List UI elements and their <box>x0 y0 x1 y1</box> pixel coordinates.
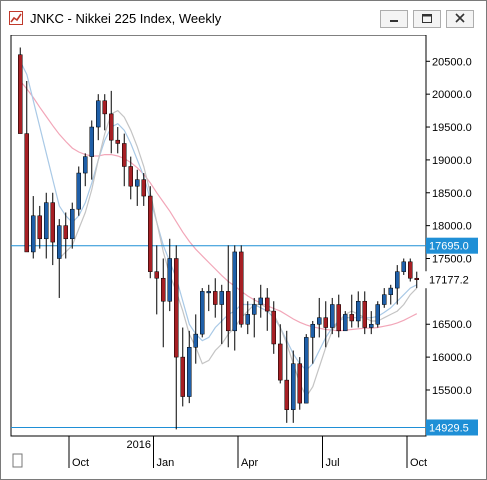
y-tick-label: 17500.0 <box>432 254 472 266</box>
scroll-handle[interactable] <box>12 453 23 468</box>
y-tick-label: 16500.0 <box>432 319 472 331</box>
y-tick-label: 19000.0 <box>432 155 472 167</box>
candle-body <box>148 195 153 272</box>
title-bar[interactable]: JNKC - Nikkei 225 Index, Weekly <box>1 1 486 35</box>
restore-icon <box>422 14 432 23</box>
candle-body <box>193 333 198 348</box>
candle-body <box>330 304 335 328</box>
candle-body <box>180 356 185 397</box>
x-tick-label: Jul <box>326 457 340 469</box>
y-tick-label: 18500.0 <box>432 188 472 200</box>
candle-body <box>109 113 114 141</box>
x-tick-label: Jan <box>157 457 175 469</box>
maximize-button[interactable] <box>413 10 441 28</box>
candle-body <box>115 139 120 144</box>
candle-body <box>128 166 133 187</box>
candle-body <box>291 363 296 410</box>
candle-body <box>18 54 23 134</box>
candle-body <box>57 225 62 259</box>
candle-body <box>284 379 289 410</box>
close-button[interactable] <box>446 10 474 28</box>
year-label: 2016 <box>127 439 151 451</box>
y-tick-label: 20000.0 <box>432 89 472 101</box>
x-tick-label: Apr <box>241 457 258 469</box>
candle-body <box>343 314 348 332</box>
candle-body <box>102 100 107 115</box>
hline-price-tag <box>426 419 478 436</box>
candle-body <box>141 179 146 197</box>
candle-body <box>323 317 328 328</box>
candle-body <box>258 297 263 305</box>
moving-average-line <box>19 80 418 332</box>
candle-body <box>245 314 250 325</box>
app-icon <box>9 11 23 25</box>
candle-body <box>408 261 413 279</box>
candle-body <box>89 126 94 157</box>
x-tick-label: Oct <box>410 457 427 469</box>
candle-body <box>356 300 361 322</box>
candle-body <box>122 143 127 167</box>
candle-body <box>44 202 49 240</box>
y-tick-label: 15500.0 <box>432 385 472 397</box>
candle-body <box>24 133 29 253</box>
candle-body <box>271 310 276 345</box>
close-icon <box>455 13 465 23</box>
hline-price-tag <box>426 237 478 254</box>
candle-body <box>369 323 374 328</box>
candle-body <box>187 347 192 397</box>
minimize-icon <box>390 20 398 22</box>
candle-body <box>388 287 393 295</box>
price-chart[interactable]: 20500.0 20000.0 19500.0 19000.0 18500.0 18000… <box>9 35 480 471</box>
candle-body <box>310 323 315 338</box>
candle-body <box>31 215 36 253</box>
candle-body <box>375 304 380 325</box>
candle-body <box>154 271 159 279</box>
candle-body <box>200 291 205 335</box>
candle-body <box>167 258 172 302</box>
last-price-tag <box>425 271 479 289</box>
x-tick-label: Oct <box>72 457 89 469</box>
hline-price-label: 14929.5 <box>429 422 469 434</box>
candle-body <box>317 317 322 325</box>
candle-body <box>395 271 400 289</box>
candle-body <box>135 179 140 187</box>
candle-body <box>349 314 354 322</box>
y-tick-label: 16000.0 <box>432 352 472 364</box>
candle-body <box>96 100 101 128</box>
candle-body <box>239 251 244 325</box>
hline-price-label: 17695.0 <box>429 241 469 253</box>
candle-body <box>174 258 179 358</box>
y-tick-label: 19500.0 <box>432 122 472 134</box>
candle-body <box>336 304 341 332</box>
last-price-label: 17177.2 <box>429 275 469 287</box>
candle-body <box>50 202 55 243</box>
candle-body <box>278 343 283 381</box>
candle-body <box>63 225 68 240</box>
candle-body <box>382 294 387 305</box>
candle-body <box>252 304 257 315</box>
candle-body <box>70 208 75 240</box>
candle-body <box>414 277 419 280</box>
y-tick-label: 20500.0 <box>432 56 472 68</box>
candle-body <box>226 291 231 332</box>
candle-body <box>76 172 81 210</box>
candle-body <box>161 277 166 302</box>
candle-body <box>401 261 406 272</box>
candle-body <box>265 297 270 312</box>
candle-body <box>304 337 309 404</box>
candle-body <box>219 291 224 305</box>
y-tick-label: 18000.0 <box>432 221 472 233</box>
minimize-button[interactable] <box>380 10 408 28</box>
window-title: JNKC - Nikkei 225 Index, Weekly <box>30 11 222 26</box>
candle-body <box>83 156 88 174</box>
candle-body <box>232 251 237 332</box>
candle-body <box>213 291 218 305</box>
candle-body <box>297 363 302 404</box>
candle-body <box>206 291 211 294</box>
candle-body <box>362 300 367 328</box>
candle-body <box>37 215 42 240</box>
